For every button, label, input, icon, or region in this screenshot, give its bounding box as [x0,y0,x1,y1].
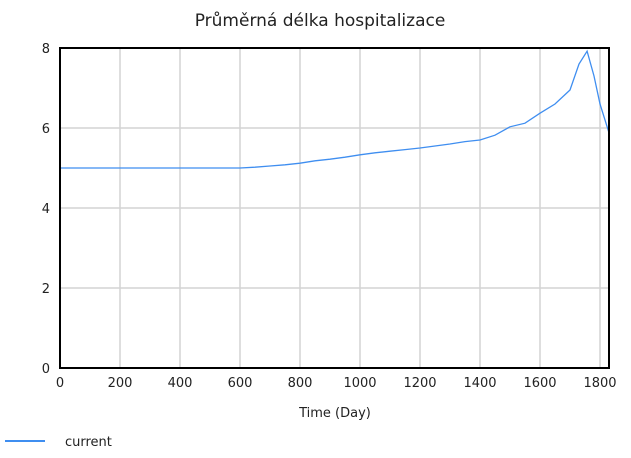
y-tick-label: 2 [42,282,50,297]
x-tick-label: 0 [56,376,64,391]
ticks: 0 200 400 600 800 1000 1200 1400 1600 1800 0 2 4 6 8 [42,42,617,391]
y-tick-label: 0 [42,362,50,377]
plot-frame [59,47,610,369]
x-tick-label: 400 [168,376,193,391]
x-tick-label: 800 [288,376,313,391]
y-tick-label: 6 [42,122,50,137]
x-tick-label: 1800 [583,376,616,391]
x-tick-label: 600 [228,376,253,391]
x-tick-label: 1200 [403,376,436,391]
series-line-current [60,49,610,169]
x-tick-label: 200 [108,376,133,391]
x-axis-label: Time (Day) [298,406,371,421]
y-tick-label: 8 [42,42,50,57]
x-tick-label: 1600 [523,376,556,391]
grid [59,47,609,369]
chart-title: Průměrná délka hospitalizace [195,11,446,31]
x-tick-label: 1400 [463,376,496,391]
legend-label-current: current [65,435,112,450]
y-tick-label: 4 [42,202,50,217]
series-group [60,49,610,169]
x-tick-label: 1000 [343,376,376,391]
